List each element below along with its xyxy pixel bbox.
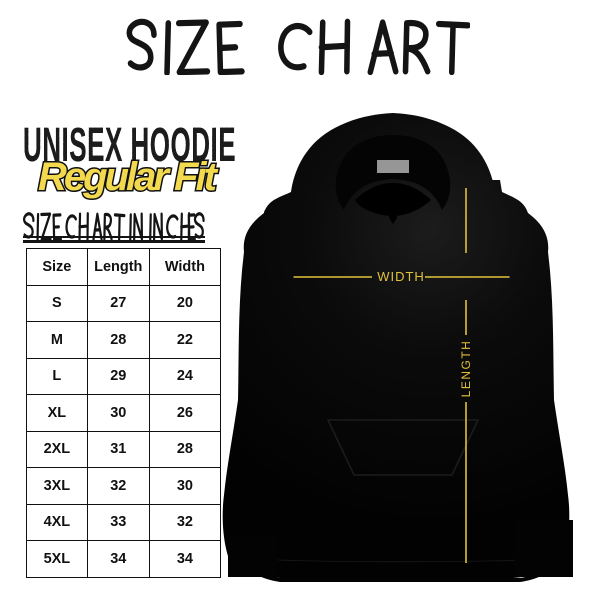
svg-text:WIDTH: WIDTH [377,269,425,284]
svg-text:LENGTH: LENGTH [459,340,473,398]
